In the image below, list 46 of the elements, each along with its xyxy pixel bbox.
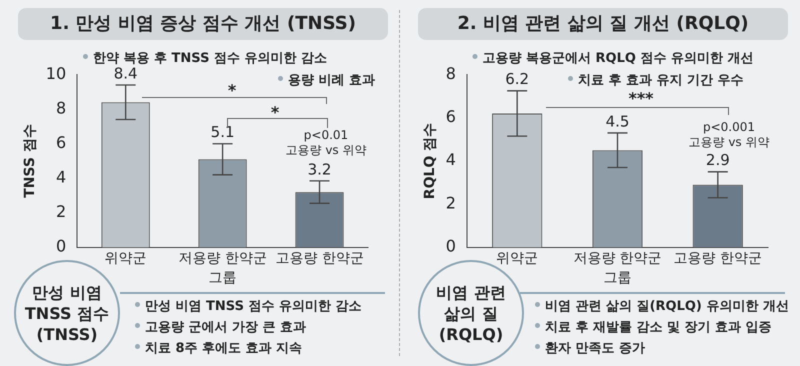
- text: 치료 8주 후에도 효과 지속: [144, 340, 302, 357]
- x-tick-label: 고용량 한약군: [275, 250, 364, 266]
- y-tick-label: 8: [446, 64, 456, 83]
- annotation: 치료 후 효과 유지 기간 우수: [577, 72, 744, 89]
- x-tick-label: 고용량 한약군: [674, 250, 762, 266]
- annotation: *: [270, 103, 280, 122]
- y-tick-label: 2: [56, 202, 66, 221]
- text: 만성 비염 TNSS 점수 (TNSS): [24, 282, 110, 344]
- data-label: 6.2: [505, 70, 530, 88]
- chart-title: 1. 만성 비염 증상 점수 개선 (TNSS): [18, 8, 388, 40]
- text: 환자 만족도 증가: [544, 340, 646, 357]
- y-axis-title: RQLQ 점수: [422, 122, 438, 200]
- y-tick-label: 6: [56, 132, 66, 152]
- annotation: p<0.001 고용량 vs 위약: [688, 120, 770, 150]
- data-label: 8.4: [114, 64, 138, 82]
- x-axis-title: 그룹: [208, 270, 237, 286]
- annotation: p<0.01 고용량 vs 위약: [286, 128, 366, 158]
- data-label: 4.5: [606, 112, 630, 130]
- text: 한약 복용 후 TNSS 점수 유의미한 감소: [92, 50, 328, 67]
- y-tick-label: 10: [46, 64, 66, 83]
- y-tick-label: 4: [56, 167, 66, 186]
- data-label: 5.1: [210, 123, 235, 142]
- x-tick-label: 저용량 한약군: [573, 250, 662, 266]
- chart-title: 2. 비염 관련 삶의 질 개선 (RQLQ): [418, 8, 788, 40]
- data-label: 3.2: [308, 160, 332, 178]
- x-tick-label: 저용량 한약군: [178, 250, 267, 266]
- x-tick-label: 위약군: [104, 250, 147, 266]
- y-tick-label: 0: [56, 236, 66, 256]
- data-label: 2.9: [706, 151, 730, 170]
- text: 비염 관련 삶의 질 (RQLQ): [436, 282, 506, 344]
- y-tick-label: 6: [446, 106, 456, 126]
- annotation: *: [228, 81, 236, 100]
- text: 비염 관련 삶의 질(RQLQ) 유의미한 개선: [544, 298, 789, 315]
- x-axis-title: 그룹: [603, 270, 632, 286]
- y-tick-label: 4: [446, 150, 456, 170]
- y-tick-label: 0: [446, 236, 456, 256]
- y-tick-label: 8: [56, 98, 66, 118]
- text: 고용량 군에서 가장 큰 효과: [144, 319, 306, 336]
- x-tick-label: 위약군: [496, 250, 538, 266]
- y-axis-title: TNSS 점수: [22, 124, 38, 198]
- text: 치료 후 재발률 감소 및 장기 효과 입증: [544, 319, 772, 336]
- y-tick-label: 2: [446, 193, 456, 212]
- annotation: ***: [628, 89, 654, 108]
- text: 만성 비염 TNSS 점수 유의미한 감소: [144, 298, 362, 315]
- text: 고용량 복용군에서 RQLQ 점수 유의미한 개선: [481, 50, 754, 67]
- annotation: 용량 비례 효과: [287, 72, 376, 89]
